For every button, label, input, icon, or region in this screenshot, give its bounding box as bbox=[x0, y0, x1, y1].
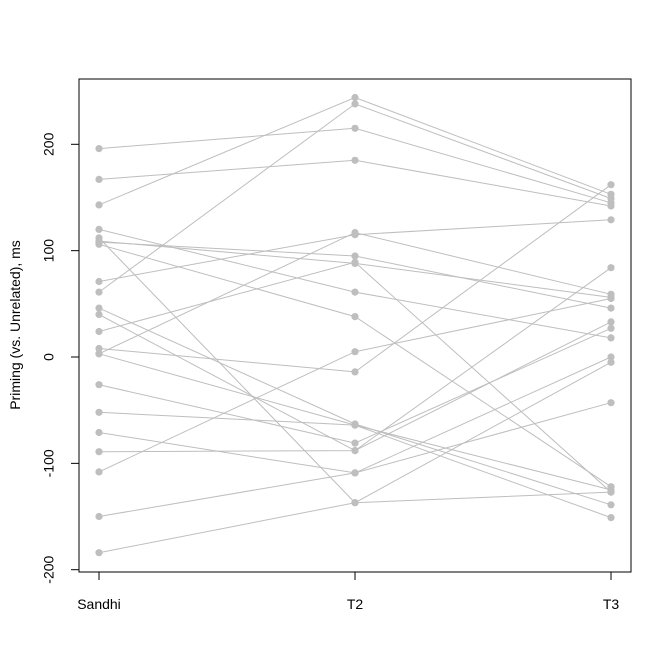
x-tick-label: T3 bbox=[603, 596, 620, 612]
data-point bbox=[351, 156, 359, 164]
data-point bbox=[607, 358, 615, 366]
data-point bbox=[95, 327, 103, 336]
series-21 bbox=[95, 294, 615, 476]
data-point bbox=[95, 225, 103, 233]
data-point bbox=[607, 304, 615, 312]
data-point bbox=[607, 399, 615, 407]
data-point bbox=[351, 439, 359, 447]
data-point bbox=[95, 277, 103, 286]
data-point bbox=[351, 229, 359, 237]
series-line bbox=[98, 228, 612, 339]
series-18 bbox=[95, 408, 615, 522]
data-point bbox=[351, 447, 359, 455]
data-point bbox=[607, 216, 615, 224]
series-2 bbox=[95, 156, 615, 210]
series-line bbox=[98, 241, 612, 309]
series-11 bbox=[95, 304, 615, 509]
series-13 bbox=[95, 258, 615, 496]
data-point bbox=[95, 288, 103, 296]
series-line bbox=[98, 314, 612, 452]
data-point bbox=[95, 381, 103, 389]
data-point bbox=[95, 344, 103, 353]
series-layer bbox=[95, 93, 615, 557]
series-20 bbox=[95, 264, 615, 456]
data-point bbox=[95, 549, 103, 557]
y-tick-label: 0 bbox=[41, 353, 57, 361]
data-point bbox=[607, 514, 615, 522]
data-point bbox=[351, 368, 359, 376]
data-point bbox=[607, 501, 615, 509]
data-point bbox=[351, 252, 359, 260]
series-1 bbox=[95, 124, 615, 207]
data-point bbox=[351, 124, 359, 132]
data-point bbox=[607, 318, 615, 326]
series-4 bbox=[95, 225, 615, 342]
data-point bbox=[351, 100, 359, 108]
data-point bbox=[95, 350, 103, 358]
data-point bbox=[607, 181, 615, 189]
x-axis: Sandhi T2 T3 bbox=[77, 571, 620, 612]
data-point bbox=[351, 93, 359, 102]
data-point bbox=[95, 240, 103, 248]
series-22 bbox=[95, 399, 615, 521]
data-point bbox=[607, 334, 615, 342]
data-point bbox=[95, 408, 103, 416]
y-tick-label: 200 bbox=[41, 132, 57, 156]
series-line bbox=[98, 96, 612, 206]
series-23 bbox=[95, 488, 615, 557]
series-17 bbox=[95, 324, 615, 447]
data-point bbox=[607, 353, 615, 361]
data-point bbox=[607, 194, 615, 203]
data-point bbox=[95, 512, 103, 521]
x-tick-label: Sandhi bbox=[77, 596, 121, 612]
y-tick-label: 100 bbox=[41, 239, 57, 263]
series-8 bbox=[95, 240, 615, 491]
data-point bbox=[95, 201, 103, 209]
data-point bbox=[351, 258, 359, 266]
data-point bbox=[607, 202, 615, 210]
series-line bbox=[98, 261, 612, 493]
x-tick-label: T2 bbox=[347, 596, 364, 612]
series-10 bbox=[95, 100, 615, 296]
data-point bbox=[607, 294, 615, 303]
y-tick-label: -200 bbox=[41, 555, 57, 583]
series-3 bbox=[95, 93, 615, 209]
data-point bbox=[607, 264, 615, 272]
data-point bbox=[95, 304, 103, 312]
series-7 bbox=[95, 238, 615, 312]
data-point bbox=[95, 145, 103, 153]
data-point bbox=[95, 428, 103, 437]
series-12 bbox=[95, 310, 615, 455]
data-point bbox=[351, 421, 359, 429]
data-point bbox=[351, 469, 359, 477]
series-line bbox=[98, 159, 612, 207]
plot-frame bbox=[78, 78, 632, 573]
y-axis: -200 -100 0 100 200 bbox=[41, 132, 80, 584]
data-point bbox=[351, 288, 359, 296]
series-line bbox=[98, 184, 612, 373]
y-axis-title: Priming (vs. Unrelated), ms bbox=[7, 240, 23, 410]
data-point bbox=[95, 448, 103, 456]
data-point bbox=[95, 310, 103, 319]
data-point bbox=[351, 348, 359, 356]
data-point bbox=[351, 313, 359, 321]
data-point bbox=[607, 488, 615, 496]
y-tick-label: -100 bbox=[41, 449, 57, 477]
data-point bbox=[95, 175, 103, 183]
data-point bbox=[607, 324, 615, 332]
data-point bbox=[351, 499, 359, 507]
series-9 bbox=[95, 216, 615, 286]
series-14 bbox=[95, 181, 615, 376]
data-point bbox=[95, 468, 103, 476]
